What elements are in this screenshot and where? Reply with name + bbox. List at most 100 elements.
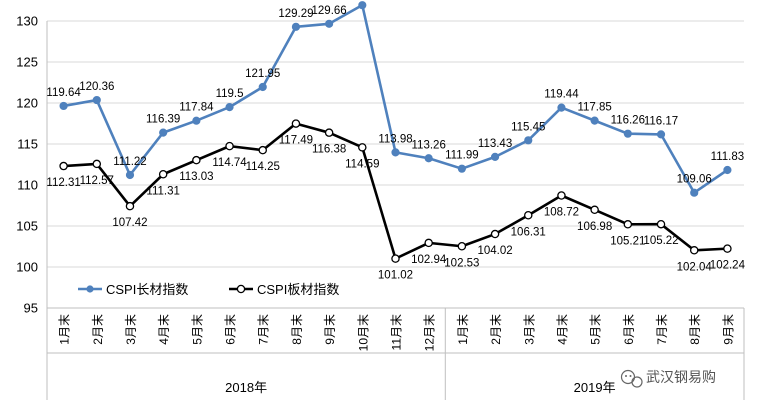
x-tick-label: 4月末 — [157, 314, 171, 345]
data-label: 108.72 — [544, 206, 579, 218]
legend-label: CSPI长材指数 — [106, 282, 188, 297]
x-tick-label: 1月末 — [456, 314, 470, 345]
data-label: 112.31 — [46, 177, 80, 189]
legend: CSPI长材指数 CSPI板材指数 — [78, 282, 339, 297]
wechat-icon — [620, 369, 643, 388]
x-tick-label: 6月末 — [622, 314, 636, 345]
data-point — [524, 136, 533, 145]
data-label: 116.38 — [312, 144, 346, 156]
data-label: 101.02 — [378, 270, 413, 282]
data-point — [358, 1, 367, 10]
x-tick-label: 1月末 — [58, 314, 72, 345]
data-point — [557, 191, 566, 200]
x-tick-label: 3月末 — [522, 314, 536, 345]
data-label: 119.44 — [544, 89, 579, 101]
y-tick-label: 125 — [16, 55, 38, 70]
data-point — [192, 155, 201, 165]
x-tick-label: 9月末 — [721, 314, 735, 345]
data-point — [125, 170, 135, 180]
data-point — [656, 219, 666, 229]
data-point — [92, 159, 102, 169]
data-point — [623, 220, 633, 229]
x-tick-label: 6月末 — [224, 314, 238, 345]
data-point — [92, 95, 101, 105]
y-tick-label: 100 — [16, 260, 38, 275]
data-label: 117.85 — [577, 102, 611, 114]
data-label: 113.43 — [478, 138, 512, 150]
data-label: 111.83 — [711, 151, 744, 163]
data-point — [723, 165, 732, 175]
data-label: 113.98 — [378, 133, 412, 145]
data-label: 106.31 — [511, 226, 546, 238]
data-point — [623, 129, 632, 138]
x-tick-label: 12月末 — [423, 314, 437, 351]
data-label: 111.22 — [113, 156, 146, 168]
data-label: 105.21 — [610, 235, 645, 247]
data-point — [325, 19, 334, 28]
data-points — [59, 1, 732, 263]
data-label: 105.22 — [643, 235, 678, 247]
data-point — [225, 141, 234, 151]
x-tick-label: 5月末 — [589, 314, 603, 345]
data-label: 117.49 — [279, 135, 313, 147]
legend-marker — [86, 285, 94, 293]
data-point — [590, 205, 599, 215]
x-tick-label: 7月末 — [655, 314, 669, 345]
data-label: 102.04 — [677, 261, 713, 273]
data-label: 116.26 — [611, 115, 645, 127]
data-point — [258, 82, 267, 92]
data-point — [59, 101, 68, 111]
data-label: 111.31 — [146, 185, 179, 197]
data-label: 117.84 — [179, 102, 214, 114]
data-label: 107.42 — [112, 217, 147, 229]
data-point — [358, 143, 367, 152]
data-label: 104.02 — [477, 245, 512, 257]
data-point — [690, 188, 699, 197]
y-tick-label: 105 — [16, 219, 38, 234]
x-tick-label: 5月末 — [190, 314, 204, 345]
data-label: 129.29 — [278, 8, 313, 20]
y-tick-label: 110 — [17, 178, 38, 193]
data-label: 106.98 — [577, 221, 612, 233]
data-point — [158, 170, 168, 179]
year-group-label: 2019年 — [574, 380, 616, 395]
legend-item: CSPI板材指数 — [229, 282, 339, 297]
watermark: 武汉钢易购 — [620, 369, 716, 388]
data-point — [524, 211, 533, 220]
data-label: 119.64 — [46, 87, 81, 99]
data-label: 102.94 — [411, 254, 447, 266]
data-point — [192, 116, 201, 125]
data-point — [258, 145, 267, 155]
data-label: 116.17 — [644, 115, 678, 127]
y-tick-label: 120 — [16, 96, 38, 111]
data-point — [689, 246, 699, 255]
data-point — [59, 161, 68, 171]
x-tick-label: 9月末 — [323, 314, 337, 345]
axes: 95 100 105 110 115 120 125 130 1月末 2月末 3月末 4月末 5月末 6月… — [16, 14, 745, 400]
x-tick-label: 4月末 — [555, 314, 569, 345]
data-label: 109.06 — [677, 174, 712, 186]
data-label: 113.26 — [412, 139, 446, 151]
data-point — [490, 229, 500, 239]
data-point — [490, 152, 500, 161]
data-point — [590, 116, 599, 125]
x-tick-label: 10月末 — [356, 314, 370, 351]
x-tick-label: 2月末 — [489, 314, 503, 345]
data-label: 114.74 — [212, 157, 247, 169]
x-tick-label: 11月末 — [390, 314, 404, 350]
x-tick-label: 8月末 — [688, 314, 702, 345]
data-point — [391, 254, 400, 263]
legend-item: CSPI长材指数 — [78, 282, 188, 297]
data-label: 114.25 — [246, 161, 280, 173]
data-point — [424, 238, 433, 248]
data-label: 115.45 — [511, 121, 545, 133]
legend-marker — [236, 284, 246, 294]
x-tick-label: 7月末 — [257, 314, 271, 345]
data-point — [656, 130, 666, 139]
data-label: 111.99 — [445, 150, 478, 162]
data-point — [723, 244, 732, 253]
watermark-text: 武汉钢易购 — [646, 369, 716, 385]
data-point — [557, 103, 566, 112]
x-tick-label: 3月末 — [124, 314, 138, 345]
